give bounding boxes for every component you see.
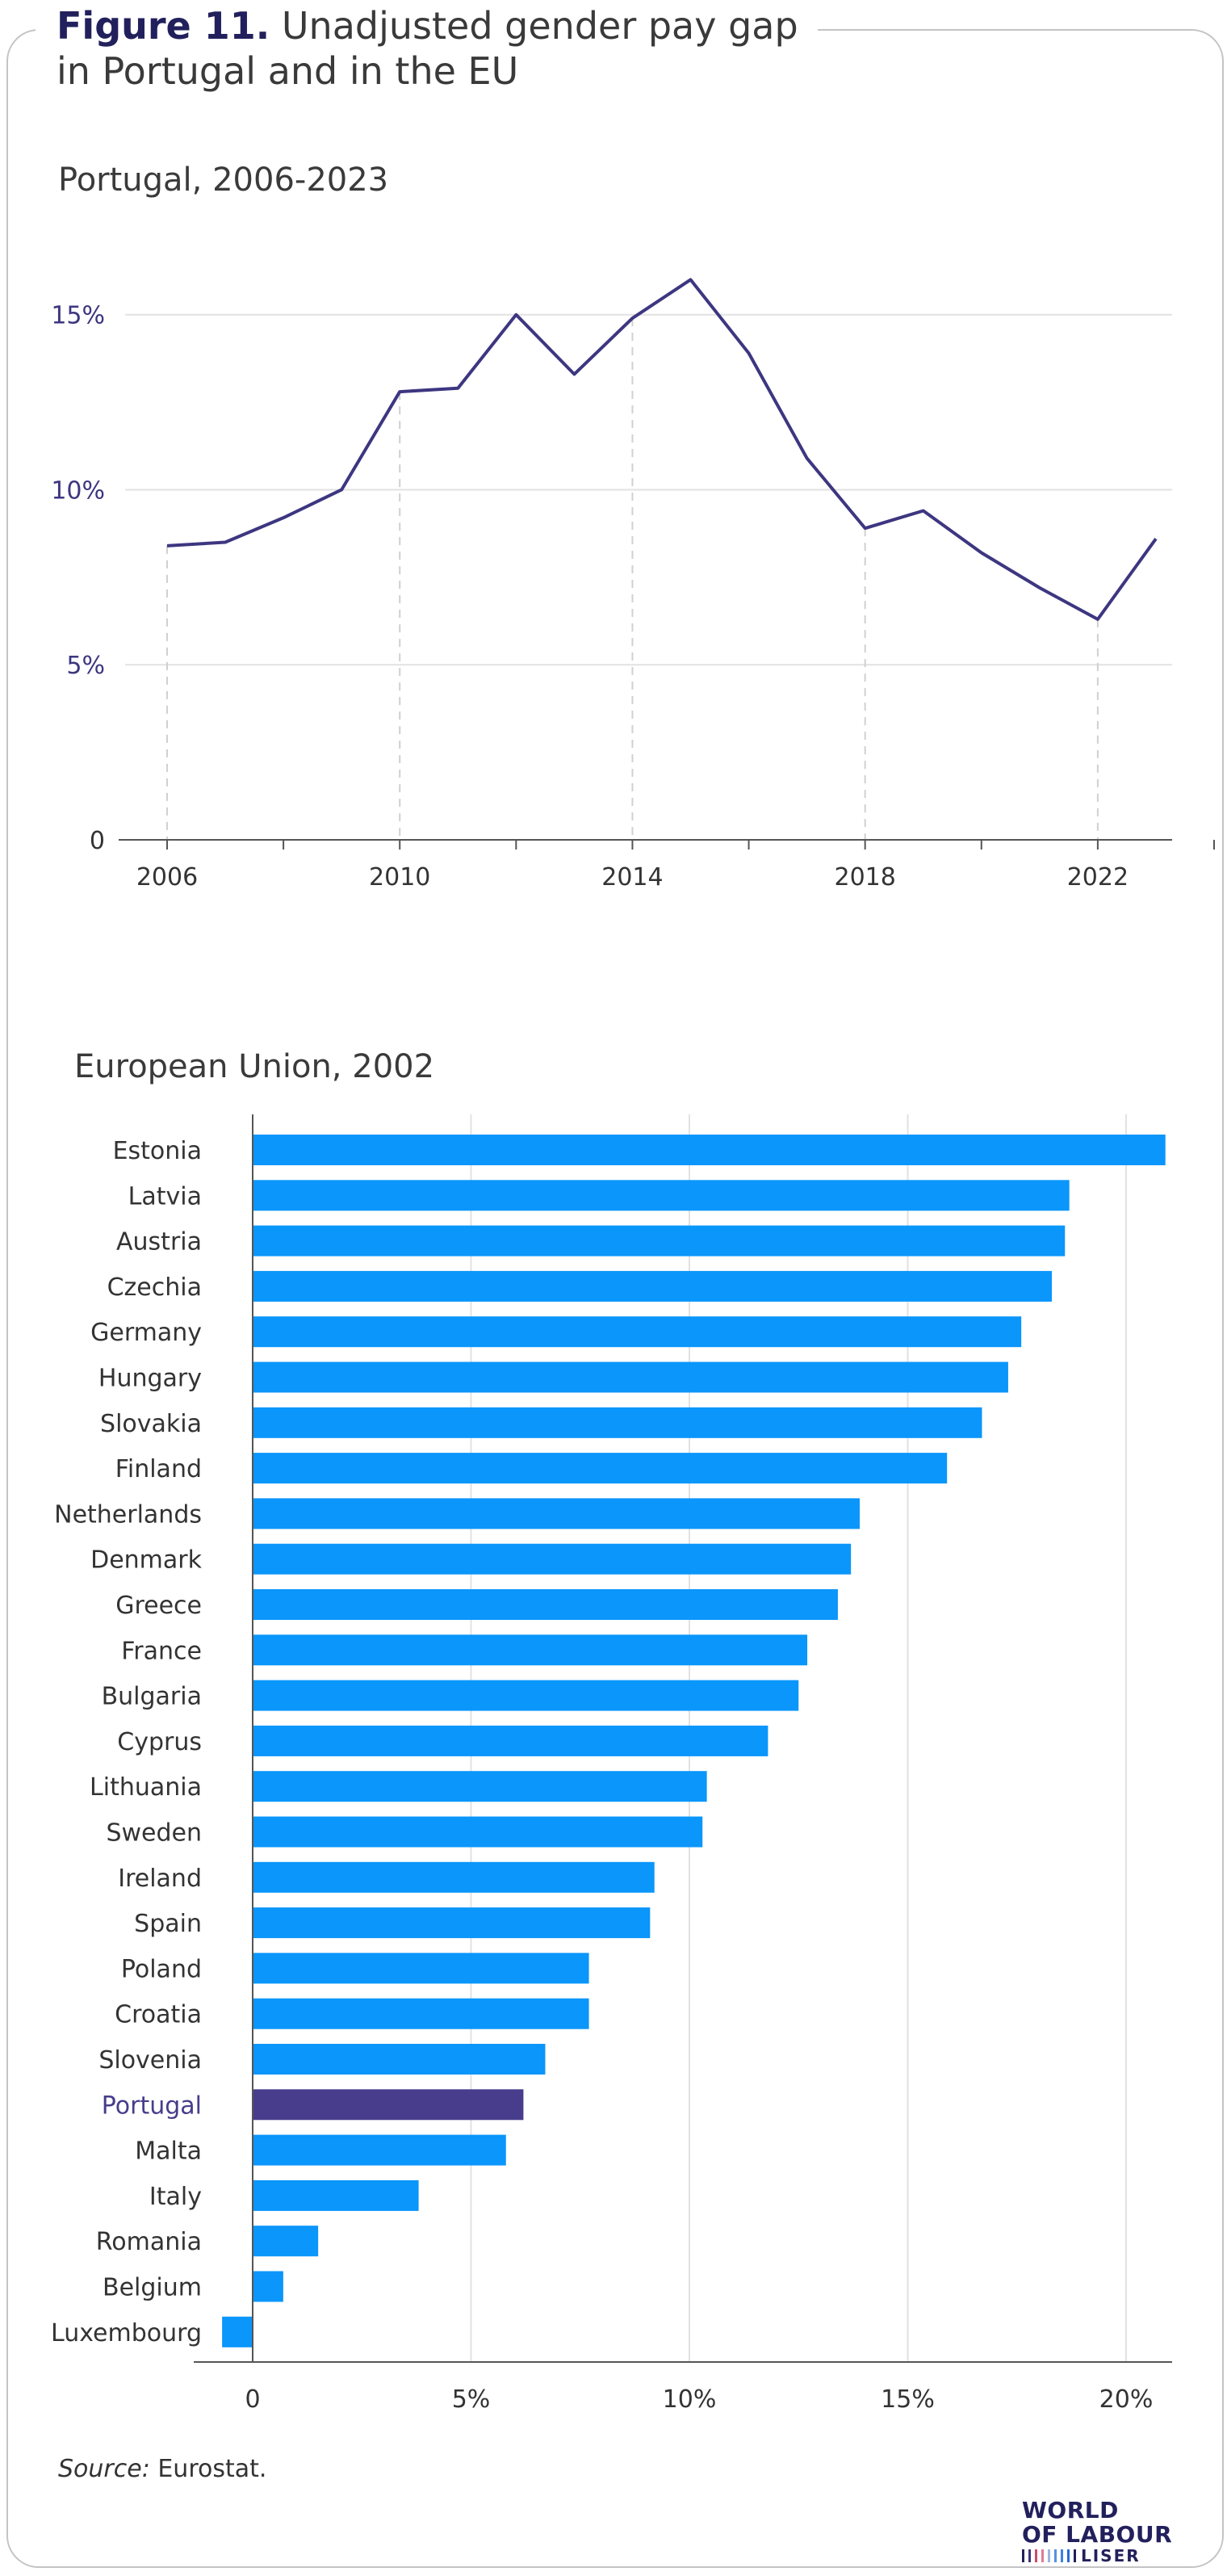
bar (253, 2226, 319, 2257)
x-tick-label: 15% (881, 2385, 935, 2414)
bar (253, 2134, 506, 2166)
bar (253, 1680, 799, 1711)
bar (222, 2316, 253, 2347)
bar-chart-title: European Union, 2002 (74, 1048, 435, 1085)
bar (253, 1771, 707, 1802)
bar (253, 1270, 1053, 1302)
category-label: Netherlands (54, 1500, 202, 1529)
logo-bars (1022, 2549, 1076, 2562)
category-label: Sweden (106, 1819, 202, 1848)
x-tick-label: 2014 (601, 863, 663, 892)
logo-line2: OF LABOUR (1022, 2521, 1173, 2548)
source-label: Source: (58, 2455, 150, 2483)
bar (253, 1361, 1008, 1393)
category-label: Bulgaria (102, 1683, 202, 1711)
bar-chart: 0 5% 10% 15% 20% Estonia Latvia Austria Czechia G… (51, 1114, 1172, 2414)
bar (253, 1725, 768, 1756)
category-label: Latvia (128, 1182, 202, 1210)
category-label: Italy (149, 2183, 202, 2211)
bar (253, 1816, 703, 1848)
x-tick-label: 2022 (1067, 863, 1129, 892)
bar (253, 1589, 838, 1620)
bar (253, 2044, 546, 2075)
category-label: Finland (115, 1455, 202, 1483)
bar (253, 1225, 1066, 1257)
bar (253, 2271, 283, 2302)
figure-title-line2: in Portugal and in the EU (57, 49, 519, 93)
source-note: Source: Eurostat. (58, 2455, 266, 2483)
bar (253, 2180, 419, 2211)
category-label: Estonia (113, 1137, 202, 1165)
x-tick-label: 2018 (834, 863, 895, 892)
logo-line3: LISER (1022, 2546, 1183, 2566)
line-chart: 0 5% 10% 15% 2006 2010 2014 2018 2022 (51, 278, 1215, 892)
x-tick-label: 2006 (136, 863, 198, 892)
figure-number: Figure 11. (57, 4, 270, 48)
category-label: Belgium (103, 2274, 202, 2302)
figure-title-line1: Unadjusted gender pay gap (281, 4, 798, 48)
series-line (166, 278, 1158, 621)
category-label: Slovakia (100, 1410, 202, 1438)
bar (253, 1453, 948, 1484)
y-tick-label: 5% (66, 652, 105, 680)
category-label: Luxembourg (51, 2319, 202, 2347)
bar (253, 1634, 808, 1666)
category-label: Slovenia (98, 2046, 202, 2075)
bar (253, 1135, 1166, 1165)
category-label: Malta (135, 2138, 202, 2166)
line-chart-title: Portugal, 2006-2023 (58, 162, 389, 199)
category-label: Cyprus (117, 1728, 202, 1756)
category-label: Poland (121, 1955, 202, 1983)
source-text: Eurostat. (149, 2455, 267, 2483)
x-tick-label: 10% (663, 2385, 717, 2414)
x-tick-label: 0 (245, 2385, 260, 2414)
bar (253, 2089, 524, 2121)
category-label: Romania (96, 2228, 202, 2256)
world-of-labour-logo: WORLD OF LABOUR LISER (1022, 2497, 1183, 2566)
category-label: Portugal (102, 2091, 202, 2120)
y-tick-label: 10% (51, 476, 105, 505)
bar (253, 1907, 651, 1939)
bar (253, 1543, 852, 1575)
bar (253, 1953, 589, 1984)
bar (253, 1316, 1022, 1348)
category-label: Lithuania (90, 1773, 202, 1802)
category-label: Spain (134, 1910, 202, 1938)
category-label: Croatia (115, 2001, 202, 2029)
bar (253, 1861, 655, 1893)
category-label: Germany (90, 1319, 202, 1347)
bar (253, 1498, 860, 1529)
bar (253, 1407, 982, 1438)
category-label: Denmark (90, 1546, 203, 1575)
category-label: Czechia (107, 1273, 202, 1302)
bar (253, 1180, 1070, 1211)
y-tick-label: 0 (90, 827, 105, 855)
y-tick-label: 15% (51, 302, 105, 330)
x-tick-label: 5% (452, 2385, 491, 2414)
bar (253, 1998, 589, 2029)
category-label: Hungary (98, 1365, 202, 1393)
category-label: France (121, 1637, 202, 1665)
figure-title: Figure 11. Unadjusted gender pay gap in … (36, 3, 818, 94)
category-label: Ireland (118, 1865, 202, 1893)
category-label: Austria (116, 1228, 202, 1257)
category-label: Greece (115, 1592, 202, 1620)
logo-line1: WORLD (1022, 2497, 1119, 2524)
x-tick-label: 20% (1099, 2385, 1154, 2414)
logo-liser: LISER (1081, 2546, 1141, 2566)
x-tick-label: 2010 (369, 863, 430, 892)
